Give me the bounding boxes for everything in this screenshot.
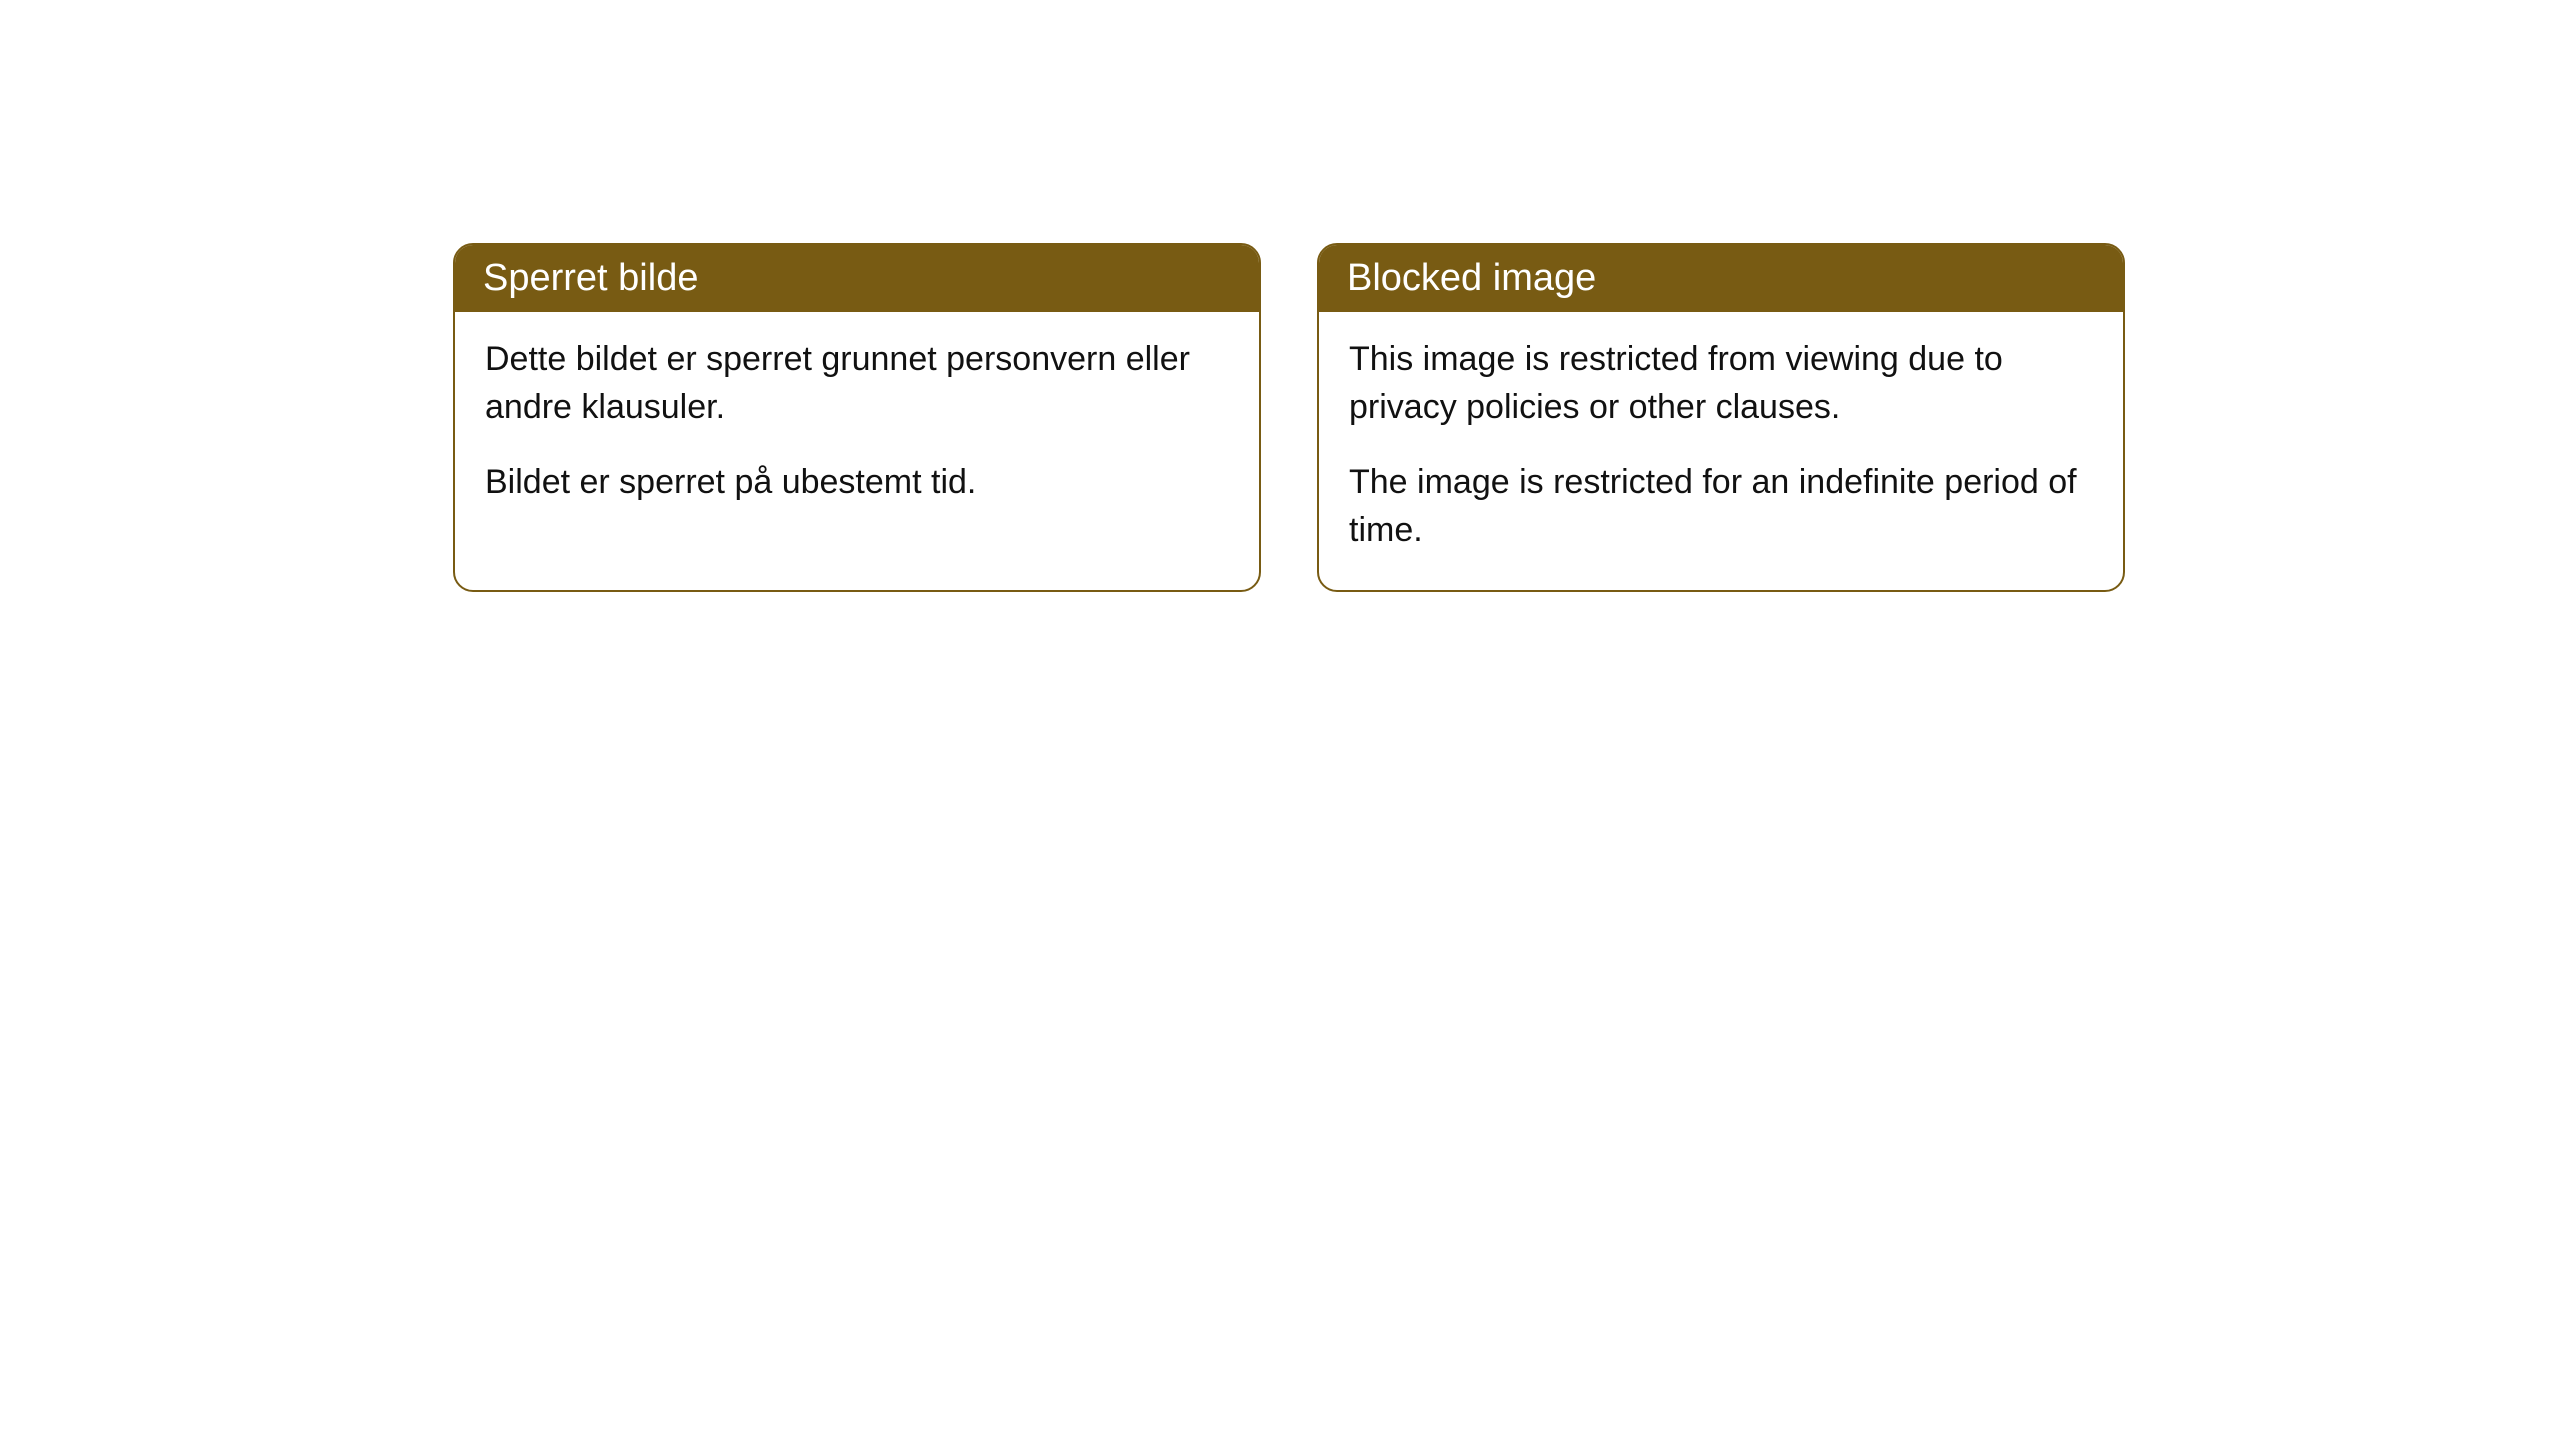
card-body: Dette bildet er sperret grunnet personve… — [455, 312, 1259, 543]
card-paragraph: Dette bildet er sperret grunnet personve… — [485, 336, 1229, 431]
blocked-image-card-english: Blocked image This image is restricted f… — [1317, 243, 2125, 592]
card-title: Blocked image — [1347, 257, 1596, 299]
card-header: Blocked image — [1319, 245, 2123, 312]
card-body: This image is restricted from viewing du… — [1319, 312, 2123, 590]
card-paragraph: This image is restricted from viewing du… — [1349, 336, 2093, 431]
card-title: Sperret bilde — [483, 257, 698, 299]
blocked-image-card-norwegian: Sperret bilde Dette bildet er sperret gr… — [453, 243, 1261, 592]
card-paragraph: The image is restricted for an indefinit… — [1349, 459, 2093, 554]
notice-cards-container: Sperret bilde Dette bildet er sperret gr… — [453, 243, 2125, 592]
card-paragraph: Bildet er sperret på ubestemt tid. — [485, 459, 1229, 507]
card-header: Sperret bilde — [455, 245, 1259, 312]
